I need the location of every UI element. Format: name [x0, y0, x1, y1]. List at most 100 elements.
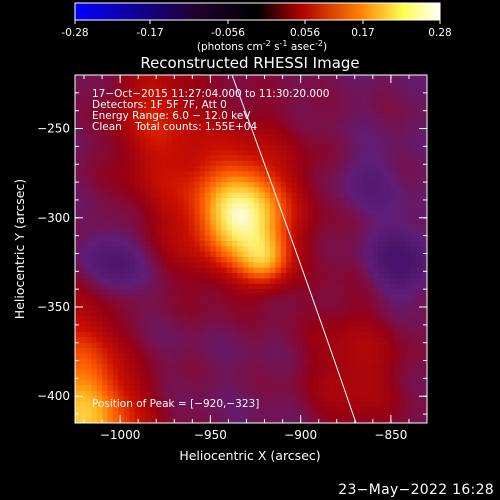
heatmap-pixel — [297, 208, 304, 215]
heatmap-pixel — [307, 369, 314, 376]
heatmap-pixel — [237, 80, 244, 87]
heatmap-pixel — [389, 203, 396, 210]
heatmap-pixel — [123, 101, 130, 108]
heatmap-pixel — [85, 187, 92, 194]
heatmap-pixel — [318, 117, 325, 124]
heatmap-pixel — [340, 133, 347, 140]
heatmap-pixel — [204, 91, 211, 98]
heatmap-pixel — [242, 273, 249, 280]
heatmap-pixel — [204, 299, 211, 306]
heatmap-pixel — [297, 107, 304, 114]
heatmap-pixel — [399, 224, 406, 231]
heatmap-pixel — [394, 305, 401, 312]
heatmap-pixel — [242, 251, 249, 258]
heatmap-pixel — [161, 369, 168, 376]
heatmap-pixel — [399, 75, 406, 81]
heatmap-pixel — [297, 364, 304, 371]
heatmap-pixel — [161, 358, 168, 365]
heatmap-pixel — [167, 107, 174, 114]
heatmap-pixel — [91, 331, 98, 338]
heatmap-pixel — [416, 305, 423, 312]
heatmap-pixel — [253, 187, 260, 194]
heatmap-pixel — [383, 267, 390, 274]
heatmap-pixel — [345, 149, 352, 156]
heatmap-pixel — [232, 310, 239, 317]
heatmap-pixel — [145, 214, 152, 221]
heatmap-pixel — [291, 374, 298, 381]
heatmap-pixel — [291, 310, 298, 317]
heatmap-pixel — [85, 224, 92, 231]
heatmap-pixel — [421, 353, 427, 360]
heatmap-pixel — [351, 337, 358, 344]
heatmap-pixel — [150, 353, 157, 360]
heatmap-pixel — [334, 353, 341, 360]
heatmap-pixel — [334, 348, 341, 354]
heatmap-pixel — [107, 401, 114, 408]
clean-counts-label: Clean Total counts: 1.55E+04 — [92, 121, 257, 133]
heatmap-pixel — [91, 117, 98, 124]
heatmap-pixel — [242, 246, 249, 253]
heatmap-pixel — [399, 358, 406, 365]
heatmap-pixel — [302, 364, 309, 371]
heatmap-pixel — [232, 294, 239, 301]
heatmap-pixel — [107, 294, 114, 301]
heatmap-pixel — [242, 326, 249, 333]
heatmap-pixel — [161, 80, 168, 87]
heatmap-pixel — [183, 267, 190, 274]
heatmap-pixel — [129, 133, 136, 140]
heatmap-pixel — [156, 198, 163, 205]
heatmap-pixel — [372, 182, 379, 189]
heatmap-pixel — [318, 310, 325, 317]
heatmap-pixel — [156, 112, 163, 119]
heatmap-pixel — [145, 310, 152, 317]
heatmap-pixel — [383, 246, 390, 253]
heatmap-pixel — [389, 385, 396, 392]
heatmap-pixel — [112, 369, 119, 376]
heatmap-pixel — [150, 337, 157, 344]
heatmap-pixel — [416, 423, 422, 429]
heatmap-pixel — [107, 326, 114, 333]
heatmap-pixel — [177, 315, 184, 322]
heatmap-pixel — [199, 342, 206, 349]
heatmap-pixel — [85, 369, 92, 376]
heatmap-pixel — [237, 176, 244, 183]
heatmap-pixel — [248, 321, 255, 328]
heatmap-pixel — [318, 107, 325, 114]
heatmap-pixel — [232, 198, 239, 205]
heatmap-pixel — [194, 342, 201, 349]
heatmap-pixel — [161, 417, 168, 423]
heatmap-pixel — [324, 331, 331, 338]
heatmap-pixel — [221, 112, 228, 119]
heatmap-pixel — [226, 224, 233, 231]
heatmap-pixel — [362, 160, 369, 167]
heatmap-pixel — [102, 364, 109, 371]
heatmap-pixel — [421, 374, 427, 381]
heatmap-pixel — [248, 240, 255, 247]
heatmap-pixel — [307, 273, 314, 280]
heatmap-pixel — [194, 112, 201, 119]
heatmap-pixel — [134, 406, 141, 413]
heatmap-pixel — [302, 171, 309, 178]
heatmap-pixel — [253, 294, 260, 301]
heatmap-pixel — [394, 273, 401, 280]
heatmap-pixel — [237, 112, 244, 119]
heatmap-pixel — [156, 278, 163, 285]
heatmap-pixel — [421, 203, 427, 210]
heatmap-pixel — [372, 240, 379, 247]
heatmap-pixel — [264, 406, 271, 413]
heatmap-pixel — [134, 262, 141, 269]
heatmap-pixel — [329, 267, 336, 274]
heatmap-pixel — [253, 262, 260, 269]
heatmap-pixel — [280, 299, 287, 306]
heatmap-pixel — [204, 149, 211, 156]
heatmap-pixel — [188, 267, 195, 274]
heatmap-pixel — [118, 133, 125, 140]
heatmap-pixel — [161, 117, 168, 124]
heatmap-pixel — [383, 182, 390, 189]
heatmap-pixel — [107, 321, 114, 328]
heatmap-pixel — [259, 305, 266, 312]
heatmap-pixel — [80, 353, 87, 360]
heatmap-pixel — [378, 91, 385, 98]
heatmap-pixel — [324, 203, 331, 210]
heatmap-pixel — [313, 166, 320, 172]
